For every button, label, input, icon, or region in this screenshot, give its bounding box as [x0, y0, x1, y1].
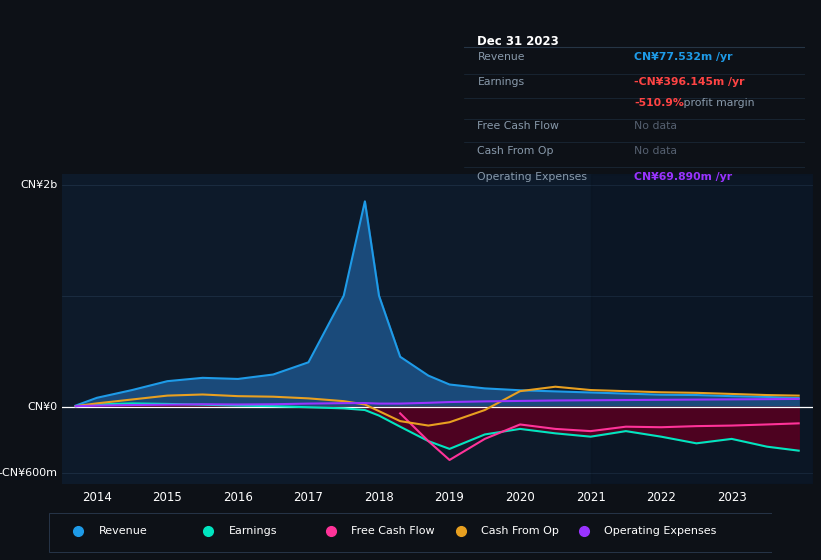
Text: CN¥77.532m /yr: CN¥77.532m /yr	[635, 53, 732, 62]
Text: CN¥69.890m /yr: CN¥69.890m /yr	[635, 172, 732, 183]
Text: Free Cash Flow: Free Cash Flow	[478, 121, 559, 131]
FancyBboxPatch shape	[49, 513, 772, 552]
Text: Cash From Op: Cash From Op	[481, 526, 559, 536]
Text: Operating Expenses: Operating Expenses	[478, 172, 588, 183]
Text: Revenue: Revenue	[478, 53, 525, 62]
Text: Revenue: Revenue	[99, 526, 147, 536]
Text: -CN¥600m: -CN¥600m	[0, 468, 57, 478]
Text: Cash From Op: Cash From Op	[478, 146, 554, 156]
Text: Dec 31 2023: Dec 31 2023	[478, 35, 559, 48]
Bar	[590, 174, 813, 484]
Text: No data: No data	[635, 146, 677, 156]
Text: No data: No data	[635, 121, 677, 131]
Text: profit margin: profit margin	[681, 98, 754, 108]
Text: CN¥2b: CN¥2b	[21, 180, 57, 190]
Text: Free Cash Flow: Free Cash Flow	[351, 526, 435, 536]
Text: Earnings: Earnings	[228, 526, 277, 536]
Text: Earnings: Earnings	[478, 77, 525, 87]
Text: -CN¥396.145m /yr: -CN¥396.145m /yr	[635, 77, 745, 87]
Text: -510.9%: -510.9%	[635, 98, 684, 108]
Text: Operating Expenses: Operating Expenses	[604, 526, 717, 536]
Text: CN¥0: CN¥0	[27, 402, 57, 412]
